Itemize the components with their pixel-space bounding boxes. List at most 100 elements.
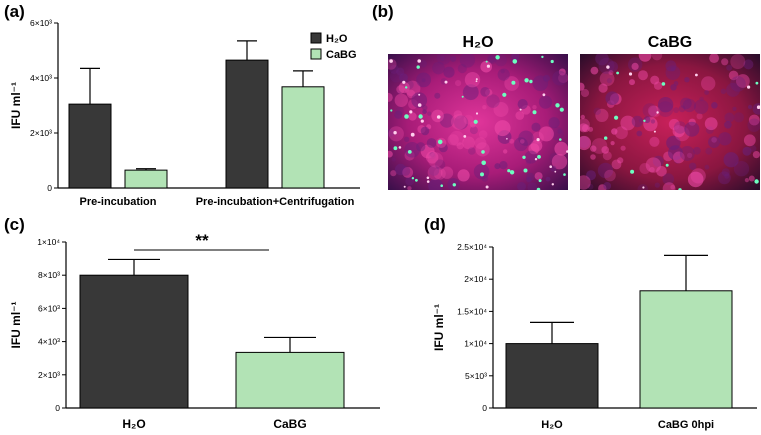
cell-blob [469, 126, 478, 135]
cell-blob [726, 82, 740, 97]
bright-dot [393, 131, 397, 135]
cell-blob [601, 146, 609, 154]
bright-dot [536, 138, 540, 142]
cell-blob [620, 145, 626, 151]
cell-blob [527, 182, 538, 190]
inclusion-dot [511, 80, 516, 85]
cell-blob [687, 152, 693, 158]
x-tick-label: Pre-incubation [79, 196, 156, 208]
y-axis-label: IFU ml⁻¹ [9, 82, 23, 129]
cell-blob [391, 157, 396, 162]
cell-blob [399, 73, 408, 82]
inclusion-dot [415, 178, 418, 182]
cell-blob [604, 169, 616, 182]
cell-blob [704, 117, 718, 131]
inclusion-dot [523, 168, 528, 173]
cell-blob [747, 104, 753, 110]
bright-dot [628, 72, 633, 76]
cell-blob [650, 75, 660, 85]
inclusion-dot [559, 107, 564, 112]
cell-blob [531, 122, 541, 132]
cell-blob [551, 154, 568, 170]
inclusion-dot [529, 79, 533, 84]
inclusion-dot [440, 184, 443, 187]
cell-blob [744, 178, 749, 183]
cell-blob [463, 114, 474, 125]
cell-blob [610, 141, 615, 146]
bright-dot [475, 112, 479, 115]
cell-blob [394, 93, 408, 107]
bar-cabg [235, 351, 345, 409]
y-tick-label: 0 [55, 403, 60, 413]
cell-blob [514, 137, 528, 152]
cell-blob [724, 121, 732, 129]
cell-blob [475, 142, 490, 157]
cell-blob [593, 107, 601, 115]
inclusion-dot [481, 160, 486, 166]
inclusion-dot [614, 115, 619, 120]
cell-blob [636, 130, 643, 137]
cell-blob [704, 90, 709, 95]
cell-blob [723, 152, 739, 168]
inclusion-dot [522, 155, 526, 159]
inclusion-dot [416, 65, 420, 69]
bright-dot [486, 64, 490, 68]
cell-blob [493, 102, 509, 117]
bright-dot [747, 85, 751, 89]
cell-blob [421, 78, 426, 83]
cell-blob [468, 147, 476, 155]
cell-blob [711, 102, 718, 109]
cell-blob [538, 95, 553, 109]
cell-blob [426, 151, 439, 164]
inclusion-dot [411, 177, 415, 180]
y-tick-label: 4×10³ [30, 73, 52, 83]
cell-blob [732, 106, 737, 111]
inclusion-dot [507, 169, 511, 173]
panel-label-c: (c) [4, 215, 25, 234]
cell-blob [532, 105, 537, 110]
cell-blob [650, 119, 656, 124]
bar-h2o [505, 343, 599, 409]
bar-cabg [281, 86, 325, 189]
cell-blob [693, 146, 701, 155]
cell-blob [436, 54, 451, 65]
cell-blob [558, 68, 566, 76]
bright-dot [554, 170, 557, 173]
cell-blob [439, 55, 446, 61]
cell-blob [673, 121, 687, 134]
cell-blob [638, 118, 644, 123]
cell-blob [534, 172, 543, 181]
inclusion-dot [390, 109, 393, 112]
cell-blob [690, 168, 706, 184]
cell-blob [464, 72, 481, 88]
bright-dot [410, 132, 415, 137]
cell-blob [642, 103, 657, 118]
cell-blob [647, 105, 659, 117]
bright-dot [426, 180, 430, 183]
cell-blob [503, 149, 508, 154]
bright-dot [506, 138, 508, 140]
cell-blob [494, 163, 501, 170]
cell-blob [520, 139, 525, 144]
inclusion-dot [559, 138, 562, 141]
bright-dot [606, 65, 610, 69]
cell-blob [653, 81, 663, 90]
cell-blob [684, 77, 690, 83]
bright-dot [417, 103, 422, 107]
cell-blob [603, 182, 612, 190]
cell-blob [733, 112, 744, 123]
bright-dot [642, 186, 645, 189]
cell-blob [434, 92, 441, 99]
bright-dot [695, 73, 698, 77]
cell-blob [720, 88, 727, 95]
cell-blob [673, 107, 679, 113]
cell-blob [400, 166, 411, 176]
cell-blob [427, 111, 432, 116]
significance-marker: ** [195, 231, 209, 250]
cell-blob [620, 115, 636, 131]
y-tick-label: 0 [482, 403, 487, 413]
cell-blob [422, 105, 428, 111]
cell-blob [693, 99, 709, 115]
y-tick-label: 5×10³ [465, 371, 487, 381]
x-tick-label: CaBG 0hpi [658, 419, 714, 431]
